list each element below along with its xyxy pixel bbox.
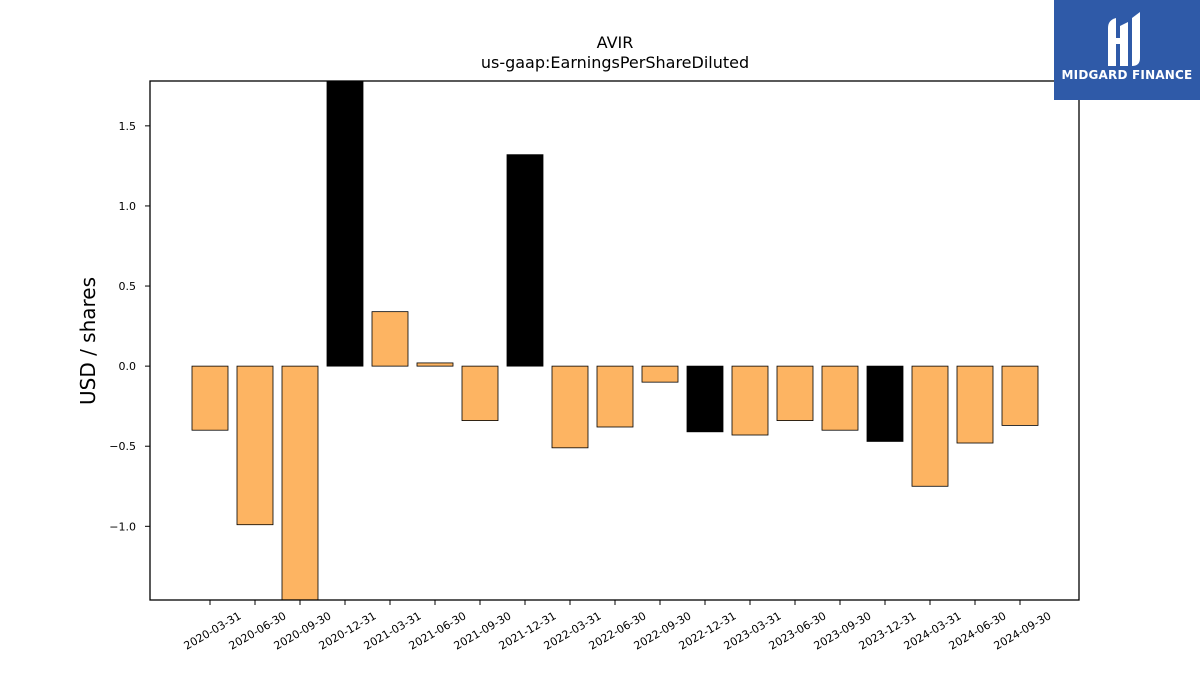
bar-2020-12-31 <box>326 80 364 367</box>
bar-2023-12-31 <box>866 365 904 442</box>
bar-2024-06-30 <box>956 365 994 444</box>
y-axis-label: USD / shares <box>76 277 100 405</box>
chart-title: AVIR <box>597 33 634 52</box>
bar-2021-12-31 <box>506 154 544 367</box>
x-ticks-group: 2020-03-312020-06-302020-09-302020-12-31… <box>182 600 1054 653</box>
y-tick-label: 0.0 <box>119 360 137 373</box>
bar-2021-09-30 <box>461 365 499 421</box>
logo-text: MIDGARD FINANCE <box>1061 68 1193 82</box>
bar-2021-03-31 <box>371 311 409 367</box>
logo-mark-icon <box>1108 12 1140 66</box>
y-tick-label: −1.0 <box>109 520 136 533</box>
y-ticks-group: −1.0 −0.5 0.0 0.5 1.0 1.5 <box>109 120 150 533</box>
midgard-finance-logo: MIDGARD FINANCE <box>1054 0 1200 100</box>
y-tick-label: −0.5 <box>109 440 136 453</box>
y-tick-label: 1.5 <box>119 120 137 133</box>
y-tick-label: 0.5 <box>119 280 137 293</box>
bar-2022-03-31 <box>551 365 589 449</box>
bar-2022-06-30 <box>596 365 634 428</box>
bar-2022-12-31 <box>686 365 724 433</box>
bars-group <box>191 80 1039 601</box>
bar-2024-03-31 <box>911 365 949 487</box>
bar-2021-06-30 <box>416 362 454 367</box>
bar-2023-09-30 <box>821 365 859 431</box>
chart-subtitle: us-gaap:EarningsPerShareDiluted <box>481 53 749 72</box>
bar-2022-09-30 <box>641 365 679 383</box>
bar-2023-03-31 <box>731 365 769 436</box>
bar-2024-09-30 <box>1001 365 1039 426</box>
bar-2023-06-30 <box>776 365 814 421</box>
plot-frame <box>149 80 1080 601</box>
bar-2020-09-30 <box>281 365 319 601</box>
bar-2020-06-30 <box>236 365 274 526</box>
bar-2020-03-31 <box>191 365 229 431</box>
y-tick-label: 1.0 <box>119 200 137 213</box>
